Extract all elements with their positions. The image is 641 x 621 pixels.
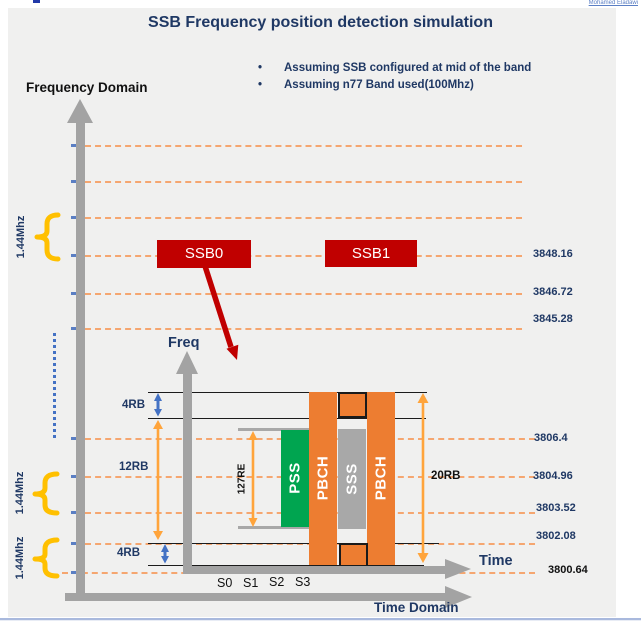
rb-count-label-bottom: 4RB [117,547,141,559]
band-span-label-lower: 1.44Mhz [14,536,26,580]
freq-gridline [85,181,522,183]
symbol-label: S3 [295,575,311,589]
freq-value-label: 3846.72 [533,286,573,298]
inner-time-axis-arrowhead-icon [445,559,471,579]
rb-boundary-line [148,543,439,544]
freq-value-label: 3802.08 [536,530,576,542]
assumption-text: Assuming n77 Band used(100Mhz) [284,79,474,91]
pbch-upper-block [338,392,367,418]
bullet-icon: • [258,62,263,74]
freq-gridline [85,293,522,295]
band-span-label-middle: 1.44Mhz [14,471,26,515]
assumption-list: • Assuming SSB configured at mid of the … [258,62,531,96]
band-span-label-upper: 1.44Mhz [15,215,27,259]
pbch-right-label: PBCH [372,455,390,501]
rb-boundary-line [148,564,424,566]
rb-count-label-top: 4RB [122,399,146,411]
assumption-item: • Assuming n77 Band used(100Mhz) [258,79,531,91]
pbch-left-column [309,392,337,565]
axis-break-dotted-line [53,333,56,438]
freq-value-label: 3806.4 [534,432,568,444]
inner-time-axis [183,565,445,574]
inner-freq-axis-arrowhead-icon [176,351,198,374]
freq-value-label: 3804.96 [533,470,573,482]
freq-value-label: 3845.28 [533,313,573,325]
sss-label: SSS [343,463,361,495]
pss-span-bracket-top [238,427,310,431]
bullet-icon: • [258,79,263,91]
pbch-lower-block [339,543,368,565]
time-domain-axis-label: Time Domain [374,600,459,615]
pbch-right-column [367,392,395,565]
pss-label: PSS [286,462,304,494]
window-bottom-border [0,618,641,620]
time-domain-axis-arrowhead-icon [445,586,472,608]
assumption-item: • Assuming SSB configured at mid of the … [258,62,531,74]
sss-column [338,429,366,529]
freq-value-label: 3803.52 [536,502,576,514]
pss-span-bracket-bottom [238,526,310,529]
pbch-left-label: PBCH [314,455,332,501]
frequency-axis-arrowhead-icon [67,99,93,123]
symbol-label: S2 [269,575,285,589]
author-attribution: Mohamed Eladawi [588,0,638,6]
slide-title: SSB Frequency position detection simulat… [148,14,493,31]
pss-column [281,430,309,527]
inner-time-axis-label: Time [479,553,513,569]
freq-gridline [85,328,522,330]
inner-freq-axis-label: Freq [168,335,200,351]
rb-count-label-total: 20RB [431,470,461,482]
rb-boundary-line [148,417,426,419]
time-domain-axis [65,593,446,601]
ssb1-box: SSB1 [325,240,417,267]
assumption-text: Assuming SSB configured at mid of the ba… [284,62,532,74]
ssb0-box: SSB0 [157,240,251,268]
freq-value-label: 3800.64 [548,564,588,576]
freq-gridline [85,217,522,219]
rb-count-label-middle: 12RB [119,461,149,473]
inner-freq-axis [183,373,192,573]
freq-gridline [85,145,522,147]
frequency-axis [76,122,85,601]
rb-boundary-line [148,392,427,393]
symbol-label: S0 [217,576,233,590]
pss-re-count-label: 127RE [236,463,248,495]
frequency-domain-axis-label: Frequency Domain [26,80,148,95]
symbol-label: S1 [243,576,259,590]
freq-gridline [85,255,522,257]
corner-mark [33,0,40,3]
freq-value-label: 3848.16 [533,248,573,260]
